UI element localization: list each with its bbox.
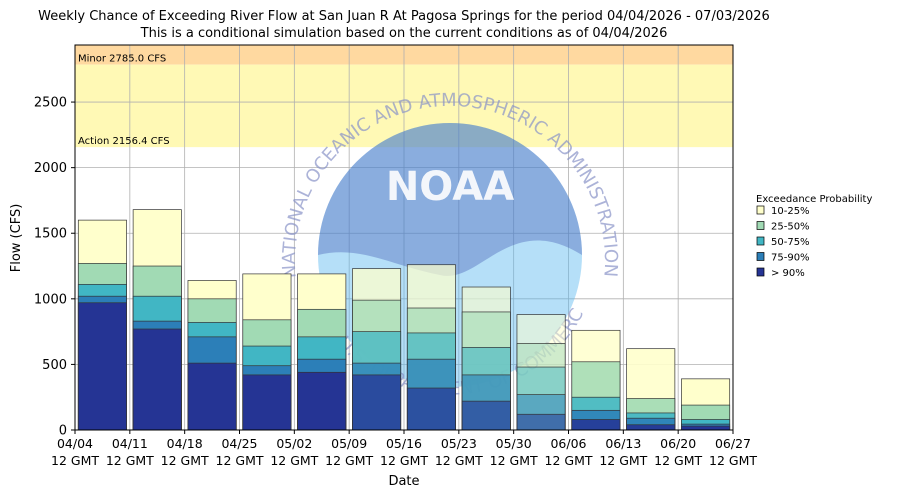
legend-label: 50-75% bbox=[771, 237, 810, 248]
x-tick-label-date: 05/02 bbox=[276, 436, 312, 451]
bar-segment bbox=[242, 374, 292, 431]
grid bbox=[75, 45, 733, 430]
bar-segment bbox=[626, 424, 676, 431]
x-tick-label-date: 04/18 bbox=[167, 436, 203, 451]
legend-label: 25-50% bbox=[771, 222, 810, 233]
y-axis-label: Flow (CFS) bbox=[9, 204, 24, 273]
bar-segment bbox=[571, 419, 621, 431]
legend-label: > 90% bbox=[771, 268, 805, 279]
x-tick-label-date: 06/20 bbox=[660, 436, 696, 451]
x-tick-label-time: 12 GMT bbox=[270, 453, 318, 468]
x-tick-label-time: 12 GMT bbox=[435, 453, 483, 468]
x-tick-label-date: 05/30 bbox=[496, 436, 532, 451]
y-tick-label: 1000 bbox=[34, 292, 67, 307]
x-tick-label-time: 12 GMT bbox=[654, 453, 702, 468]
watermark-logo-text: NOAA bbox=[386, 164, 514, 210]
x-tick-label-time: 12 GMT bbox=[599, 453, 647, 468]
x-tick-label-date: 06/13 bbox=[605, 436, 641, 451]
bar-segment bbox=[516, 413, 566, 431]
bar-segment bbox=[352, 374, 402, 431]
y-axis: 0 500 1000 1500 2000 2500 bbox=[34, 96, 75, 439]
bar-segment bbox=[132, 328, 182, 431]
x-axis-label: Date bbox=[388, 474, 419, 489]
x-axis: 04/04 12 GMT 04/11 12 GMT 04/18 12 GMT 04/25 12… bbox=[51, 430, 757, 468]
bars bbox=[77, 209, 731, 431]
legend-title: Exceedance Probability bbox=[756, 194, 872, 205]
legend-swatch bbox=[756, 205, 765, 215]
legend-swatch bbox=[756, 221, 765, 230]
bar-segment bbox=[681, 425, 731, 431]
y-tick-label: 2000 bbox=[34, 161, 67, 176]
legend-swatch bbox=[756, 236, 765, 246]
bar-segment bbox=[77, 302, 127, 431]
x-tick-label-time: 12 GMT bbox=[216, 453, 264, 468]
threshold-label: Action 2156.4 CFS bbox=[78, 136, 170, 147]
x-tick-label-time: 12 GMT bbox=[490, 453, 538, 468]
legend-swatch bbox=[756, 267, 765, 277]
x-tick-label-date: 05/16 bbox=[386, 436, 422, 451]
y-tick-label: 2500 bbox=[34, 96, 67, 111]
x-tick-label-time: 12 GMT bbox=[325, 453, 373, 468]
x-tick-label-time: 12 GMT bbox=[380, 453, 428, 468]
bar-segment bbox=[187, 362, 237, 431]
legend: Exceedance Probability 10-25% 25-50% 50-75… bbox=[756, 194, 872, 279]
x-tick-label-date: 05/09 bbox=[331, 436, 367, 451]
x-tick-label-date: 04/11 bbox=[112, 436, 148, 451]
legend-label: 75-90% bbox=[771, 253, 810, 264]
y-tick-label: 500 bbox=[42, 358, 67, 373]
x-tick-label-date: 04/25 bbox=[221, 436, 257, 451]
watermark-logo-top bbox=[318, 123, 582, 276]
legend-swatch bbox=[756, 252, 765, 261]
x-tick-label-time: 12 GMT bbox=[545, 453, 593, 468]
x-tick-label-time: 12 GMT bbox=[51, 453, 99, 468]
chart-title: Weekly Chance of Exceeding River Flow at… bbox=[38, 9, 770, 24]
chart-subtitle: This is a conditional simulation based o… bbox=[140, 26, 668, 41]
x-tick-label-date: 06/27 bbox=[715, 436, 751, 451]
x-tick-label-date: 05/23 bbox=[441, 436, 477, 451]
x-tick-label-time: 12 GMT bbox=[709, 453, 757, 468]
threshold-labels: Minor 2785.0 CFS Action 2156.4 CFS bbox=[78, 54, 170, 147]
x-tick-label-date: 04/04 bbox=[57, 436, 93, 451]
threshold-label: Minor 2785.0 CFS bbox=[78, 54, 166, 65]
bar-segment bbox=[461, 400, 511, 431]
bar-segment bbox=[406, 387, 456, 431]
legend-label: 10-25% bbox=[771, 206, 810, 217]
x-tick-label-time: 12 GMT bbox=[161, 453, 209, 468]
x-tick-label-date: 06/06 bbox=[550, 436, 586, 451]
x-tick-label-time: 12 GMT bbox=[106, 453, 154, 468]
bar-segment bbox=[297, 371, 347, 431]
y-tick-label: 0 bbox=[59, 424, 67, 439]
y-tick-label: 1500 bbox=[34, 227, 67, 242]
